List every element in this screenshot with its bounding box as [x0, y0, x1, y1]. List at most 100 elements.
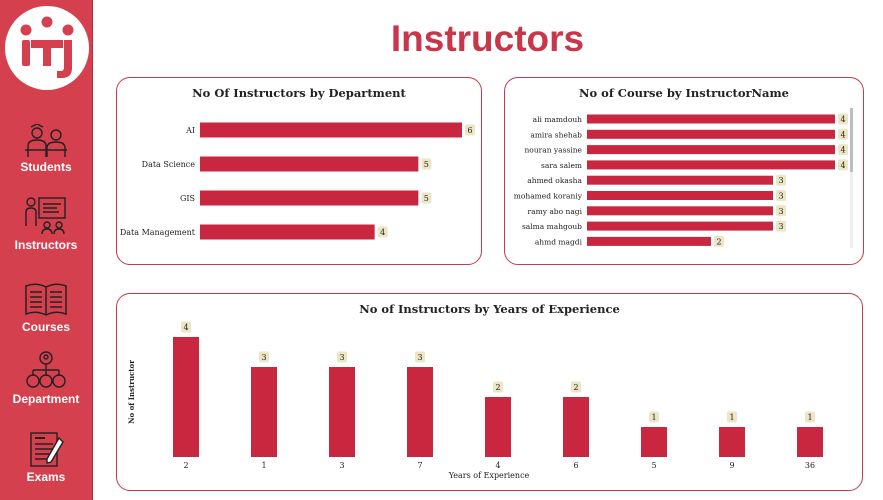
experience-bar	[641, 427, 667, 457]
instructor-course-data-label: 3	[778, 176, 783, 185]
instructor-course-chart: ali mamdouh 4 amira shehab 4 nouran yassine 4…	[514, 113, 848, 247]
experience-bar	[485, 397, 511, 457]
experience-x-tick-label: 2	[183, 461, 188, 470]
instructor-course-category-label: amira shehab	[530, 130, 582, 139]
nav-courses[interactable]: Courses	[0, 280, 92, 334]
experience-bar	[719, 427, 745, 457]
experience-data-label-bg	[571, 381, 581, 393]
experience-x-tick-label: 5	[651, 461, 656, 470]
experience-data-label: 3	[339, 353, 344, 362]
exams-icon	[30, 432, 64, 467]
instructor-course-bar	[587, 175, 773, 185]
experience-y-axis-label: No of Instructor	[127, 360, 136, 424]
experience-data-label-bg	[181, 321, 191, 333]
instructor-course-data-label-bg	[838, 113, 848, 125]
department-bar	[200, 190, 419, 206]
instructor-course-bar	[587, 114, 835, 124]
experience-data-label-bg	[727, 411, 737, 423]
experience-bar	[407, 367, 433, 457]
instructor-course-category-label: sara salem	[541, 161, 582, 170]
experience-data-label-bg	[337, 351, 347, 363]
instructor-course-data-label: 3	[778, 222, 783, 231]
instructor-course-data-label: 4	[840, 115, 845, 124]
page-title: Instructors	[390, 18, 585, 59]
department-bar	[200, 122, 462, 138]
instructor-course-category-label: ahmd magdi	[535, 237, 583, 246]
department-category-label: GIS	[180, 194, 195, 203]
experience-chart-title: No of Instructors by Years of Experience	[359, 302, 620, 316]
nav-instructors[interactable]: Instructors	[0, 196, 92, 252]
experience-x-tick-label: 1	[261, 461, 266, 470]
instructor-course-chart-card: No of Course by InstructorName ali mamdo…	[504, 77, 864, 265]
instructor-course-category-label: mohamed koraniy	[514, 192, 583, 201]
instructors-icon	[25, 197, 66, 235]
experience-data-label: 3	[261, 353, 266, 362]
nav-students-label: Students	[20, 160, 72, 174]
department-bar	[200, 224, 375, 240]
instructor-course-bar	[587, 236, 711, 246]
nav-instructors-label: Instructors	[14, 238, 78, 252]
experience-data-label: 2	[495, 383, 500, 392]
instructor-course-chart-title: No of Course by InstructorName	[578, 86, 789, 100]
experience-x-tick-label: 7	[417, 461, 422, 470]
chart-scrollbar-thumb[interactable]	[850, 108, 853, 172]
department-chart-card: No Of Instructors by Department AI 6 Data …	[116, 77, 482, 265]
instructor-course-category-label: salma mahgoub	[522, 222, 582, 231]
instructor-course-bar	[587, 221, 773, 231]
department-category-label: Data Management	[120, 228, 196, 237]
department-category-label: Data Science	[142, 160, 196, 169]
experience-x-tick-label: 36	[805, 461, 815, 470]
department-data-label: 5	[424, 160, 429, 169]
instructor-course-data-label-bg	[838, 128, 848, 140]
experience-bar	[797, 427, 823, 457]
instructor-course-bar	[587, 160, 835, 170]
instructor-course-data-label-bg	[776, 174, 786, 186]
instructor-course-data-label: 4	[840, 161, 845, 170]
experience-data-label: 1	[651, 413, 656, 422]
department-data-label-bg	[465, 124, 475, 136]
instructor-course-data-label: 4	[840, 130, 845, 139]
instructor-course-data-label: 4	[840, 146, 845, 155]
department-data-label: 4	[380, 228, 385, 237]
experience-data-label: 3	[417, 353, 422, 362]
instructor-course-bar	[587, 129, 835, 139]
instructor-course-category-label: ramy abo nagi	[528, 207, 583, 216]
nav-department[interactable]: Department	[0, 350, 92, 406]
instructor-course-data-label-bg	[776, 205, 786, 217]
nav-students[interactable]: Students	[0, 124, 92, 174]
experience-chart-card: No of Instructors by Years of Experience…	[116, 293, 863, 491]
department-category-label: AI	[185, 126, 195, 135]
iti-logo-icon	[20, 16, 74, 78]
nav-courses-label: Courses	[21, 320, 71, 334]
nav-department-label: Department	[12, 392, 80, 406]
chart-scrollbar[interactable]	[850, 108, 853, 248]
experience-data-label-bg	[805, 411, 815, 423]
instructor-course-bar	[587, 191, 773, 200]
experience-data-label-bg	[415, 351, 425, 363]
experience-x-tick-label: 9	[729, 461, 734, 470]
instructor-course-bar	[587, 145, 835, 155]
instructor-course-data-label: 3	[778, 192, 783, 201]
courses-icon	[25, 283, 67, 316]
experience-data-label-bg	[649, 411, 659, 423]
experience-bar	[563, 397, 589, 457]
department-data-label-bg	[421, 158, 432, 170]
instructor-course-category-label: ahmed okasha	[527, 176, 582, 185]
department-bar	[200, 156, 419, 172]
experience-x-tick-label: 4	[495, 461, 500, 470]
experience-data-label-bg	[259, 351, 269, 363]
nav-exams[interactable]: Exams	[0, 432, 92, 484]
department-data-label-bg	[421, 192, 432, 204]
instructor-course-data-label: 3	[778, 207, 783, 216]
department-data-label: 5	[424, 194, 429, 203]
sidebar: Students Instructors Courses	[0, 0, 93, 500]
instructor-course-category-label: nouran yassine	[524, 146, 582, 155]
experience-data-label: 1	[807, 413, 812, 422]
experience-bar	[329, 367, 355, 457]
experience-bar	[251, 367, 277, 457]
department-data-label: 6	[467, 126, 472, 135]
instructor-course-data-label-bg	[714, 235, 724, 247]
experience-data-label-bg	[493, 381, 503, 393]
experience-chart: 4 2 3 1 3 3 3 7 2 4 2 6 1 5 1 9 1 36 Years of Experience No…	[127, 321, 823, 480]
department-chart: AI 6 Data Science 5 GIS 5 Data Management 4	[120, 122, 475, 240]
